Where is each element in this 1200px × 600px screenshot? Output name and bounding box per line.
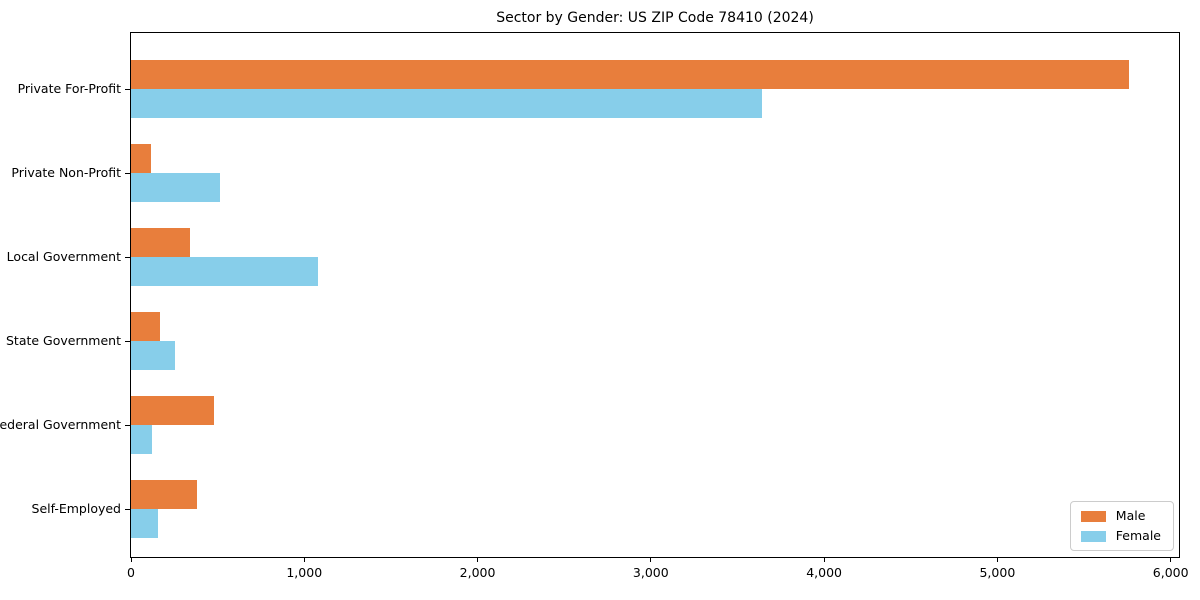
y-tick-self-employed bbox=[125, 508, 130, 510]
bar-male-private-for-profit bbox=[131, 60, 1130, 89]
y-tick-private-non-profit bbox=[125, 172, 130, 174]
chart-title: Sector by Gender: US ZIP Code 78410 (202… bbox=[496, 10, 814, 26]
y-tick-label-private-for-profit: Private For-Profit bbox=[17, 81, 121, 96]
x-tick-label-4000: 4,000 bbox=[806, 565, 842, 580]
y-tick-label-local-government: Local Government bbox=[6, 249, 121, 264]
bar-male-local-government bbox=[131, 228, 190, 257]
y-tick-private-for-profit bbox=[125, 88, 130, 90]
y-tick-label-federal-government: Federal Government bbox=[0, 417, 121, 432]
x-tick-label-6000: 6,000 bbox=[1152, 565, 1189, 580]
bar-female-private-non-profit bbox=[131, 173, 221, 202]
y-tick-label-state-government: State Government bbox=[5, 333, 121, 348]
bar-male-private-non-profit bbox=[131, 144, 151, 173]
bar-male-self-employed bbox=[131, 480, 197, 509]
y-tick-local-government bbox=[125, 256, 130, 258]
y-tick-label-self-employed: Self-Employed bbox=[31, 501, 121, 516]
bar-male-federal-government bbox=[131, 396, 215, 425]
legend-label-female: Female bbox=[1115, 528, 1161, 543]
x-tick-1000 bbox=[303, 557, 305, 562]
x-tick-6000 bbox=[1170, 557, 1172, 562]
x-tick-label-5000: 5,000 bbox=[979, 565, 1016, 580]
x-tick-5000 bbox=[996, 557, 998, 562]
y-tick-label-private-non-profit: Private Non-Profit bbox=[11, 165, 121, 180]
x-tick-2000 bbox=[477, 557, 479, 562]
x-tick-label-0: 0 bbox=[127, 565, 135, 580]
y-tick-federal-government bbox=[125, 424, 130, 426]
x-tick-label-3000: 3,000 bbox=[632, 565, 669, 580]
y-tick-state-government bbox=[125, 340, 130, 342]
x-tick-4000 bbox=[823, 557, 825, 562]
bar-female-private-for-profit bbox=[131, 89, 762, 118]
x-tick-label-1000: 1,000 bbox=[286, 565, 323, 580]
legend-swatch-male bbox=[1080, 510, 1106, 522]
bar-female-self-employed bbox=[131, 509, 158, 538]
x-tick-0 bbox=[130, 557, 132, 562]
legend: Male Female bbox=[1069, 501, 1174, 551]
bar-female-state-government bbox=[131, 341, 176, 370]
bar-female-local-government bbox=[131, 257, 319, 286]
legend-swatch-female bbox=[1080, 530, 1106, 542]
bar-female-federal-government bbox=[131, 425, 152, 454]
legend-label-male: Male bbox=[1115, 508, 1146, 523]
plot-area: Male Female Private For-Profit Private No… bbox=[0, 32, 1189, 580]
bar-male-state-government bbox=[131, 312, 161, 341]
legend-item-female: Female bbox=[1080, 528, 1161, 543]
x-tick-label-2000: 2,000 bbox=[459, 565, 496, 580]
x-tick-3000 bbox=[650, 557, 652, 562]
legend-item-male: Male bbox=[1080, 508, 1161, 523]
